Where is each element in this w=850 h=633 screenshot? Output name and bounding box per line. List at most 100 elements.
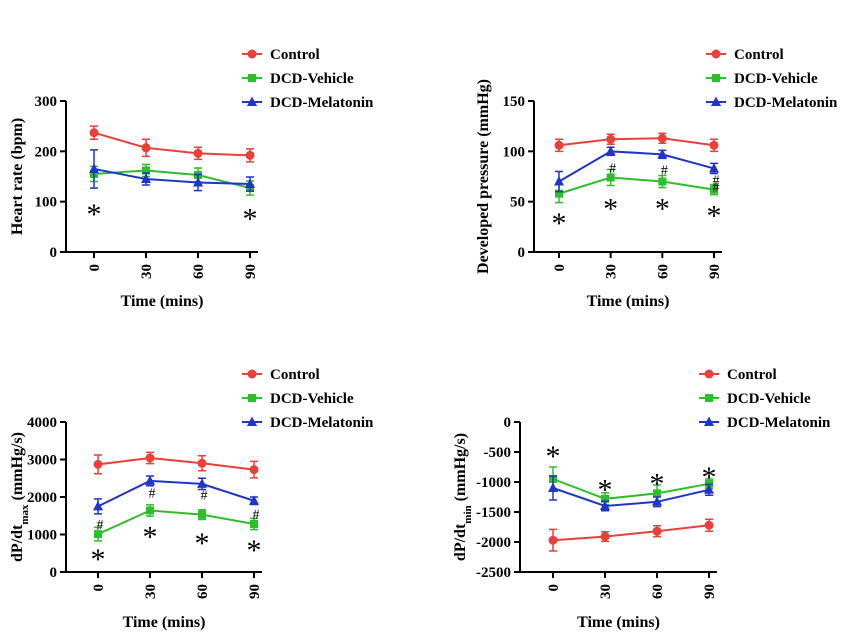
- data-point: [142, 166, 150, 175]
- x-tick-label: 60: [195, 584, 211, 599]
- legend-marker: [248, 394, 256, 402]
- y-tick-label: 1000: [27, 528, 57, 544]
- series-line: [93, 167, 251, 186]
- legend-label: DCD-Vehicle: [270, 71, 354, 87]
- chart-panel-dpmin: 0 -500 -1000 -1500 -2000 -2500 0 30 60 90 Time (mi…: [452, 367, 831, 631]
- series-dcd-vehicle: [94, 504, 258, 542]
- x-axis-title: Time (mins): [587, 293, 670, 310]
- x-tick-label: 90: [702, 584, 718, 599]
- legend-marker: [711, 49, 721, 59]
- legend-marker: [711, 96, 721, 106]
- significance-hash: #: [713, 181, 720, 196]
- series-control: [548, 518, 714, 552]
- x-tick-label: 0: [546, 584, 562, 592]
- y-axis-title: Heart rate (bpm): [9, 118, 26, 235]
- legend-label: DCD-Vehicle: [727, 391, 811, 407]
- y-tick-label: 0: [50, 565, 58, 581]
- data-point: [89, 163, 99, 173]
- data-point: [600, 532, 610, 542]
- x-axis-title: Time (mins): [577, 614, 660, 631]
- y-axis-title: dP/dtmin (mmHg/s): [452, 433, 474, 561]
- data-point: [548, 482, 558, 492]
- y-tick-label: 100: [35, 195, 58, 211]
- significance-star: *: [87, 198, 102, 231]
- y-tick-label: 0: [504, 415, 512, 431]
- data-point: [197, 458, 207, 468]
- legend-marker: [247, 96, 257, 106]
- series-dcd-vehicle: [555, 168, 718, 204]
- data-point: [89, 128, 99, 138]
- series-dcd-vehicle: [549, 466, 713, 506]
- x-tick-label: 90: [243, 264, 259, 279]
- significance-star: *: [598, 474, 613, 507]
- data-point: [548, 535, 558, 545]
- legend: Control DCD-Vehicle DCD-Melatonin: [699, 367, 831, 431]
- legend-label: Control: [270, 367, 320, 383]
- significance-star: *: [546, 440, 561, 473]
- data-point: [657, 148, 668, 159]
- significance-hash: #: [97, 518, 104, 533]
- series-line: [558, 176, 715, 195]
- x-tick-label: 0: [91, 584, 107, 592]
- y-tick-label: -1000: [476, 475, 511, 491]
- data-point: [141, 143, 151, 153]
- series-line: [558, 137, 715, 147]
- y-tick-label: -1500: [476, 505, 511, 521]
- data-point: [198, 510, 206, 519]
- x-tick-label: 30: [604, 264, 620, 279]
- series-line: [93, 169, 251, 190]
- legend-marker: [248, 74, 256, 82]
- significance-star: *: [702, 461, 717, 494]
- y-tick-label: 0: [50, 245, 58, 261]
- data-point: [709, 162, 719, 173]
- data-point: [145, 453, 155, 463]
- significance-star: *: [91, 543, 106, 576]
- data-point: [555, 189, 563, 198]
- significance-star: *: [143, 521, 158, 554]
- data-point: [93, 459, 103, 469]
- x-tick-label: 0: [552, 264, 568, 272]
- legend-label: DCD-Melatonin: [270, 95, 374, 111]
- y-tick-label: -2500: [476, 565, 511, 581]
- x-axis-title: Time (mins): [123, 614, 206, 631]
- data-point: [245, 150, 255, 160]
- legend-label: DCD-Vehicle: [734, 71, 818, 87]
- legend-label: DCD-Melatonin: [727, 415, 831, 431]
- data-point: [141, 173, 151, 184]
- significance-hash: #: [201, 488, 208, 503]
- data-point: [245, 178, 255, 189]
- data-point: [652, 526, 662, 536]
- legend-marker: [247, 369, 257, 379]
- significance-star: *: [707, 200, 722, 233]
- data-point: [250, 520, 258, 528]
- x-tick-label: 0: [87, 264, 103, 272]
- y-tick-label: 2000: [27, 490, 57, 506]
- data-point: [94, 530, 102, 539]
- data-point: [657, 133, 667, 143]
- series-line: [97, 456, 255, 471]
- x-tick-label: 60: [655, 264, 671, 279]
- legend-label: DCD-Melatonin: [734, 95, 838, 111]
- y-axis-title: Developed pressure (mmHg): [475, 79, 492, 274]
- data-point: [249, 495, 259, 505]
- significance-star: *: [195, 527, 210, 560]
- legend-marker: [712, 74, 720, 82]
- series-line: [93, 131, 251, 157]
- y-tick-label: -500: [484, 445, 512, 461]
- x-axis-title: Time (mins): [121, 293, 204, 310]
- significance-star: *: [247, 534, 262, 567]
- data-point: [249, 465, 259, 475]
- series-dcd-melatonin: [89, 149, 255, 192]
- legend-label: Control: [734, 47, 784, 63]
- x-tick-label: 60: [191, 264, 207, 279]
- y-tick-label: 200: [35, 144, 58, 160]
- legend-label: Control: [727, 367, 777, 383]
- y-tick-label: 300: [35, 94, 58, 110]
- y-axis-title: dP/dtmax (mmHg/s): [9, 432, 31, 562]
- significance-star: *: [552, 207, 567, 240]
- data-point: [653, 489, 661, 498]
- data-point: [600, 500, 610, 510]
- data-point: [658, 177, 667, 186]
- legend: Control DCD-Vehicle DCD-Melatonin: [242, 367, 374, 431]
